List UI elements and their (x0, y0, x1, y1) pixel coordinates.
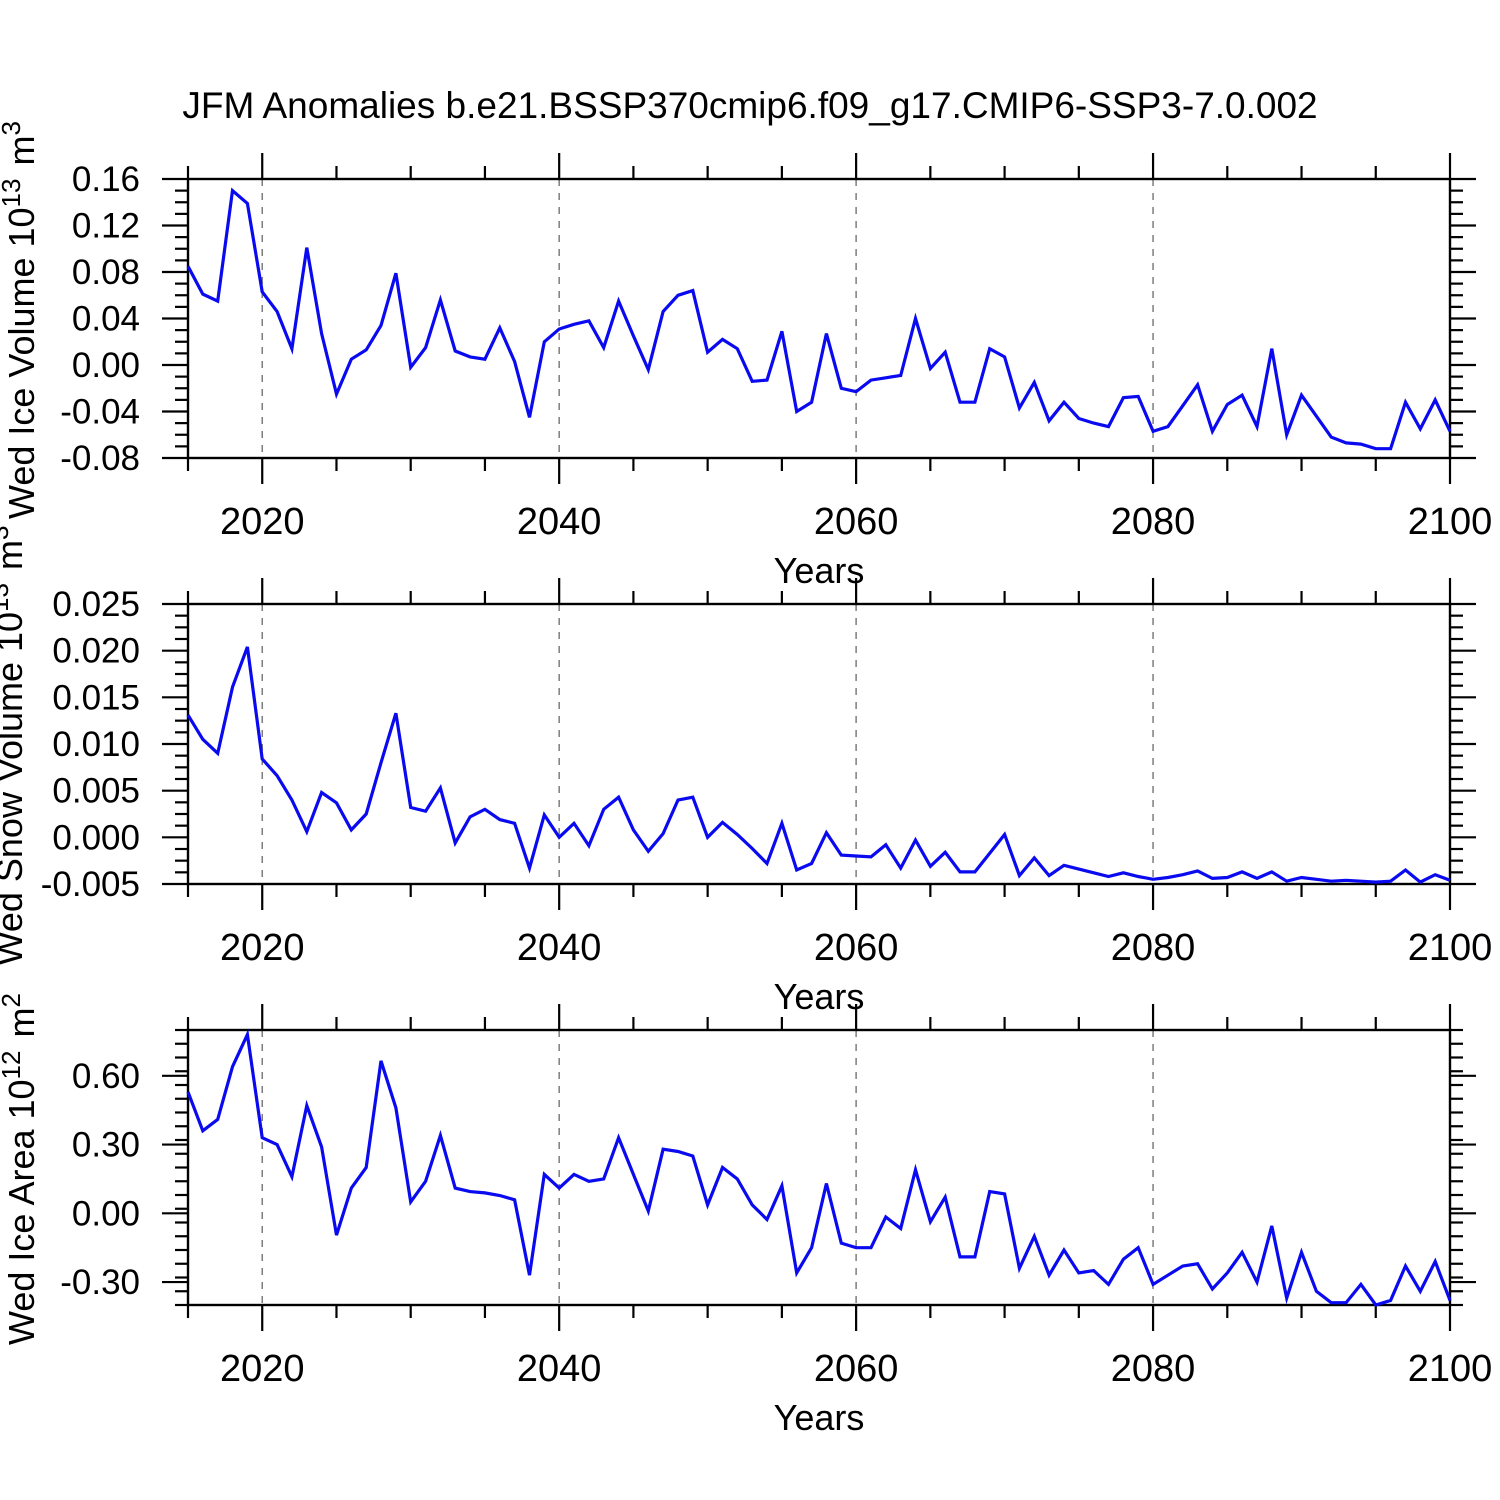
x-tick-label: 2060 (814, 501, 899, 543)
data-line-ice-volume (186, 187, 1452, 451)
y-tick-label: 0.00 (72, 346, 140, 385)
data-line-ice-area (186, 1029, 1452, 1307)
x-tick-label: 2040 (517, 1348, 602, 1390)
x-tick-label: 2100 (1408, 927, 1493, 969)
x-tick-label: 2080 (1111, 927, 1196, 969)
plot-border (186, 602, 1452, 886)
y-tick-label: 0.60 (72, 1057, 140, 1096)
panel-snow-volume: 2020 2040 2060 2080 2100 0.025 0.020 0.015 0.010… (0, 523, 1493, 1017)
y-tick-label: 0.025 (52, 585, 140, 624)
y-axis-title: Wed Ice Volume 1013 m3 (0, 118, 42, 519)
x-tick-label: 2020 (220, 927, 305, 969)
x-tick-label: 2100 (1408, 1348, 1493, 1390)
y-tick-label: 0.30 (72, 1126, 140, 1165)
plot-border (186, 1028, 1452, 1307)
y-tick-label: -0.04 (60, 393, 140, 432)
y-tick-label: 0.000 (52, 818, 140, 857)
x-tick-label: 2060 (814, 1348, 899, 1390)
y-tick-label: 0.005 (52, 772, 140, 811)
y-axis-title: Wed Ice Area 1012 m2 (0, 990, 42, 1345)
x-tick-label: 2040 (517, 501, 602, 543)
x-axis-title: Years (774, 1397, 865, 1438)
panel-ice-volume: 2020 2040 2060 2080 2100 0.16 0.12 0.08 0.04 0.00… (0, 118, 1493, 591)
x-tick-label: 2020 (220, 1348, 305, 1390)
y-tick-label: 0.015 (52, 678, 140, 717)
plot-border (186, 177, 1452, 460)
x-tick-label: 2060 (814, 927, 899, 969)
x-tick-label: 2080 (1111, 501, 1196, 543)
y-tick-label: 0.04 (72, 300, 140, 339)
y-tick-label: 0.12 (72, 207, 140, 246)
x-tick-label: 2040 (517, 927, 602, 969)
x-axis-title: Years (774, 976, 865, 1017)
y-tick-label: -0.08 (60, 439, 140, 478)
x-tick-label: 2020 (220, 501, 305, 543)
y-axis-title: Wed Snow Volume 1013 m3 (0, 523, 30, 966)
panel-ice-area: 2020 2040 2060 2080 2100 0.60 0.30 0.00 -0.30 Yea… (0, 990, 1493, 1438)
y-tick-label: 0.08 (72, 253, 140, 292)
y-tick-label: 0.020 (52, 632, 140, 671)
data-line-snow-volume (186, 646, 1451, 884)
y-tick-label: 0.16 (72, 160, 140, 199)
y-tick-label: 0.00 (72, 1194, 140, 1233)
y-tick-label: 0.010 (52, 725, 140, 764)
x-tick-label: 2100 (1408, 501, 1493, 543)
y-tick-label: -0.005 (41, 865, 140, 904)
x-tick-label: 2080 (1111, 1348, 1196, 1390)
y-tick-label: -0.30 (60, 1263, 140, 1302)
x-axis-title: Years (774, 550, 865, 591)
chart-title: JFM Anomalies b.e21.BSSP370cmip6.f09_g17… (182, 85, 1317, 126)
